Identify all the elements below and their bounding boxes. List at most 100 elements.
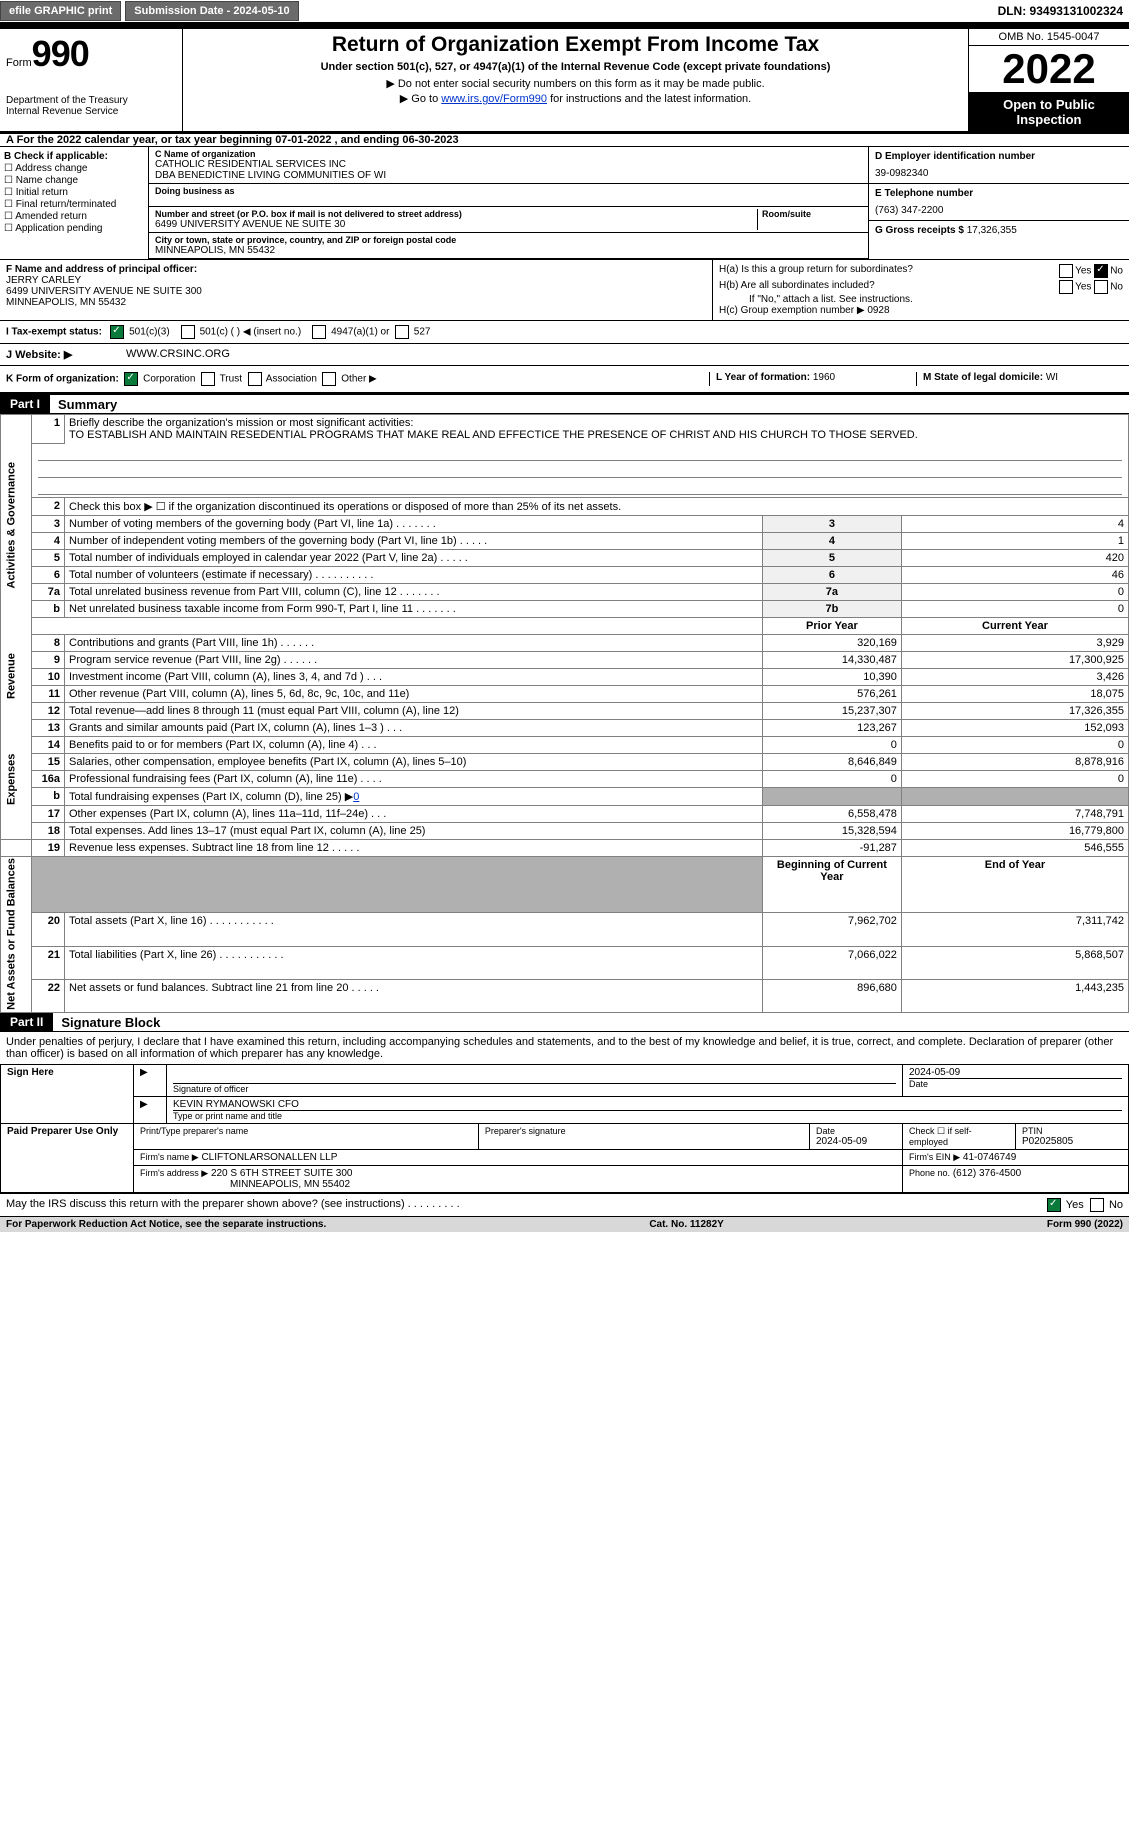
- website-value: WWW.CRSINC.ORG: [126, 348, 230, 361]
- irs-link[interactable]: www.irs.gov/Form990: [441, 93, 547, 105]
- sign-here-label: Sign Here: [1, 1065, 134, 1124]
- part-ii-title: Signature Block: [61, 1015, 160, 1030]
- cat-no: Cat. No. 11282Y: [649, 1219, 723, 1230]
- fgh-section: F Name and address of principal officer:…: [0, 259, 1129, 320]
- submission-date-badge: Submission Date - 2024-05-10: [125, 1, 298, 21]
- mission-text: TO ESTABLISH AND MAINTAIN RESEDENTIAL PR…: [69, 429, 1124, 441]
- gross-receipts-value: 17,326,355: [967, 225, 1017, 236]
- open-public-badge: Open to Public Inspection: [969, 93, 1129, 131]
- tax-year: 2022: [969, 46, 1129, 93]
- line-8-curr: 3,929: [901, 634, 1128, 651]
- sig-officer-label: Signature of officer: [173, 1084, 896, 1094]
- signature-table: Sign Here ▶ Signature of officer 2024-05…: [0, 1064, 1129, 1193]
- chk-name-change[interactable]: ☐ Name change: [4, 175, 144, 186]
- chk-corporation[interactable]: [124, 372, 138, 386]
- col-end-header: End of Year: [901, 856, 1128, 913]
- city-label: City or town, state or province, country…: [155, 235, 862, 245]
- chk-association[interactable]: [248, 372, 262, 386]
- ptin-value: P02025805: [1022, 1136, 1122, 1147]
- line-3-val: 4: [901, 515, 1128, 532]
- entity-block: B Check if applicable: ☐ Address change …: [0, 147, 1129, 259]
- omb-number: OMB No. 1545-0047: [969, 29, 1129, 46]
- officer-typed-name: KEVIN RYMANOWSKI CFO: [173, 1099, 1122, 1110]
- arrow-icon: ▶: [134, 1065, 167, 1097]
- org-name-2: DBA BENEDICTINE LIVING COMMUNITIES OF WI: [155, 170, 862, 181]
- check-self-employed[interactable]: Check ☐ if self-employed: [903, 1124, 1016, 1150]
- chk-application-pending[interactable]: ☐ Application pending: [4, 223, 144, 234]
- hb-no-checkbox[interactable]: [1094, 280, 1108, 294]
- col-b-checkboxes: B Check if applicable: ☐ Address change …: [0, 147, 149, 259]
- line-8-prior: 320,169: [762, 634, 901, 651]
- chk-initial-return[interactable]: ☐ Initial return: [4, 187, 144, 198]
- chk-501c[interactable]: [181, 325, 195, 339]
- penalties-text: Under penalties of perjury, I declare th…: [0, 1032, 1129, 1064]
- chk-address-change[interactable]: ☐ Address change: [4, 163, 144, 174]
- side-expenses: Expenses: [1, 719, 32, 839]
- discuss-no-checkbox[interactable]: [1090, 1198, 1104, 1212]
- ha-label: H(a) Is this a group return for subordin…: [719, 264, 919, 278]
- side-revenue: Revenue: [1, 634, 32, 719]
- dept-treasury: Department of the Treasury Internal Reve…: [6, 95, 176, 117]
- addr-label: Number and street (or P.O. box if mail i…: [155, 209, 757, 219]
- ha-no-checkbox[interactable]: [1094, 264, 1108, 278]
- d-ein-label: D Employer identification number: [875, 151, 1123, 162]
- ein-value: 39-0982340: [875, 168, 1123, 179]
- chk-501c3[interactable]: [110, 325, 124, 339]
- line-5-val: 420: [901, 549, 1128, 566]
- hb-yes-checkbox[interactable]: [1059, 280, 1073, 294]
- i-label: I Tax-exempt status:: [6, 327, 102, 338]
- discuss-yes-checkbox[interactable]: [1047, 1198, 1061, 1212]
- ha-yes-checkbox[interactable]: [1059, 264, 1073, 278]
- col-current-header: Current Year: [901, 617, 1128, 634]
- part-i-title: Summary: [58, 397, 117, 412]
- chk-amended-return[interactable]: ☐ Amended return: [4, 211, 144, 222]
- summary-table: Activities & Governance 1 Briefly descri…: [0, 414, 1129, 1013]
- type-name-label: Type or print name and title: [173, 1110, 1122, 1121]
- hb-note: If "No," attach a list. See instructions…: [749, 294, 1123, 305]
- org-address: 6499 UNIVERSITY AVENUE NE SUITE 30: [155, 219, 757, 230]
- form-word: Form: [6, 57, 32, 69]
- side-activities: Activities & Governance: [1, 415, 32, 635]
- e-phone-label: E Telephone number: [875, 188, 1123, 199]
- phone-value: (763) 347-2200: [875, 205, 1123, 216]
- form-footer: Form 990 (2022): [1047, 1219, 1123, 1230]
- j-label: J Website: ▶: [6, 348, 126, 361]
- room-label: Room/suite: [762, 209, 862, 219]
- tax-exempt-status-row: I Tax-exempt status: 501(c)(3) 501(c) ( …: [0, 320, 1129, 344]
- form-subtitle: Under section 501(c), 527, or 4947(a)(1)…: [189, 61, 962, 73]
- col-de: D Employer identification number 39-0982…: [868, 147, 1129, 259]
- chk-other[interactable]: [322, 372, 336, 386]
- f-label: F Name and address of principal officer:: [6, 264, 706, 275]
- g-gross-label: G Gross receipts $: [875, 225, 964, 236]
- dba-label: Doing business as: [155, 186, 862, 196]
- line-4-val: 1: [901, 532, 1128, 549]
- k-label: K Form of organization:: [6, 374, 119, 385]
- chk-final-return[interactable]: ☐ Final return/terminated: [4, 199, 144, 210]
- part-i-label: Part I: [0, 395, 50, 413]
- line-6-val: 46: [901, 566, 1128, 583]
- website-row: J Website: ▶ WWW.CRSINC.ORG: [0, 344, 1129, 366]
- mission-label: Briefly describe the organization's miss…: [69, 417, 1124, 429]
- l-value: 1960: [813, 372, 835, 383]
- part-ii-label: Part II: [0, 1013, 53, 1031]
- l-label: L Year of formation:: [716, 372, 810, 383]
- side-netassets: Net Assets or Fund Balances: [1, 856, 32, 1013]
- chk-trust[interactable]: [201, 372, 215, 386]
- org-city: MINNEAPOLIS, MN 55432: [155, 245, 862, 256]
- print-name-label: Print/Type preparer's name: [140, 1126, 472, 1136]
- chk-527[interactable]: [395, 325, 409, 339]
- line-8-desc: Contributions and grants (Part VIII, lin…: [65, 634, 763, 651]
- firm-phone: (612) 376-4500: [953, 1168, 1021, 1179]
- chk-4947[interactable]: [312, 325, 326, 339]
- firm-addr2: MINNEAPOLIS, MN 55402: [230, 1179, 350, 1190]
- firm-addr1: 220 S 6TH STREET SUITE 300: [211, 1168, 353, 1179]
- c-name-label: C Name of organization: [155, 149, 862, 159]
- efile-print-button[interactable]: efile GRAPHIC print: [0, 1, 121, 21]
- dln-label: DLN: 93493131002324: [998, 4, 1123, 18]
- officer-addr1: 6499 UNIVERSITY AVENUE NE SUITE 300: [6, 286, 706, 297]
- form-title: Return of Organization Exempt From Incom…: [189, 33, 962, 57]
- k-form-org-row: K Form of organization: Corporation Trus…: [0, 366, 1129, 395]
- paperwork-notice: For Paperwork Reduction Act Notice, see …: [6, 1219, 326, 1230]
- sig-date: 2024-05-09: [909, 1067, 1122, 1078]
- prep-sig-label: Preparer's signature: [485, 1126, 803, 1136]
